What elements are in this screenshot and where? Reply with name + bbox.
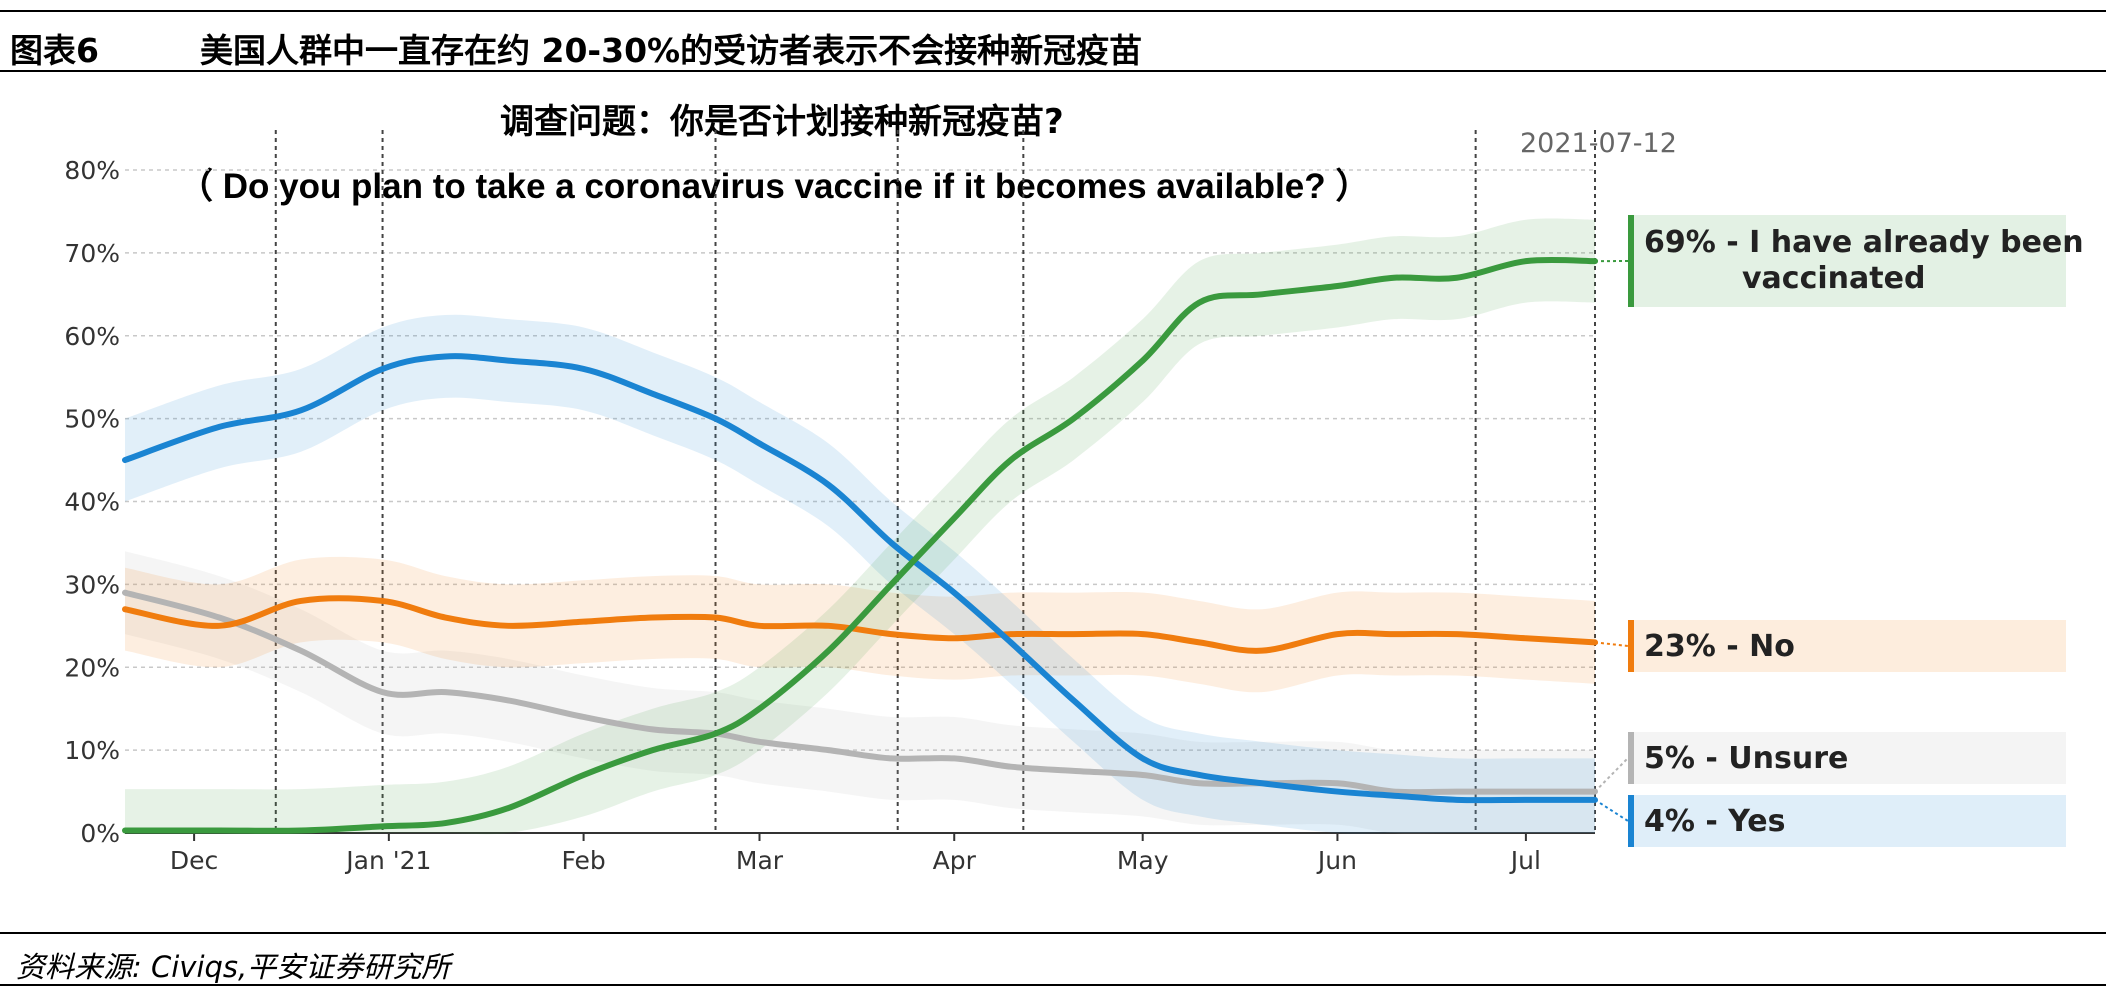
y-tick-label: 40%	[64, 488, 120, 517]
y-tick-label: 80%	[64, 156, 120, 185]
legend-label-vaccinated-line2: vaccinated	[1742, 261, 1925, 296]
latest-date-label: 2021-07-12	[1520, 128, 1677, 159]
y-tick-label: 50%	[64, 405, 120, 434]
vertical-markers	[274, 130, 1596, 833]
series-line-yes	[122, 353, 1598, 804]
legend-bar-no	[1628, 620, 1634, 672]
legend-connector	[1594, 757, 1629, 793]
band-yes	[125, 314, 1595, 834]
confidence-bands	[125, 218, 1595, 835]
legend-box-yes	[1628, 795, 2066, 847]
legend-bar-yes	[1628, 795, 1634, 847]
band-no	[125, 556, 1595, 693]
x-tick-label: Jul	[1509, 846, 1541, 875]
y-tick-label: 10%	[64, 736, 120, 765]
y-tick-label: 20%	[64, 653, 120, 682]
band-unsure	[125, 551, 1595, 834]
figure-header: 图表6 美国人群中一直存在约 20-30%的受访者表示不会接种新冠疫苗	[0, 10, 2106, 72]
legend-box-no	[1628, 620, 2066, 672]
grid-lines	[125, 169, 1595, 834]
figure-label: 图表6	[10, 31, 99, 70]
y-tick-label: 30%	[64, 570, 120, 599]
x-tick-label: Jun	[1316, 846, 1357, 875]
x-axis-ticks: Dec Jan '21 Feb Mar Apr May Jun Jul	[170, 833, 1541, 875]
series-lines	[122, 256, 1598, 834]
y-tick-label: 0%	[80, 819, 120, 848]
series-line-no	[122, 595, 1598, 654]
x-tick-label: Mar	[736, 846, 784, 875]
legend-bar-vaccinated	[1628, 215, 1634, 307]
legend-label-unsure: 5% - Unsure	[1644, 741, 1848, 776]
legend-box-vaccinated	[1628, 215, 2066, 307]
legend-box-unsure	[1628, 732, 2066, 784]
line-chart: 0% 10% 20% 30% 40% 50% 60% 70% 80% Dec Jan '21 Feb…	[64, 130, 2084, 875]
series-line-unsure	[122, 589, 1598, 796]
y-axis-ticks: 0% 10% 20% 30% 40% 50% 60% 70% 80%	[64, 156, 120, 848]
legend-label-no: 23% - No	[1644, 629, 1795, 664]
source-note: 资料来源: Civiqs,平安证券研究所	[0, 932, 2106, 986]
y-tick-label: 60%	[64, 322, 120, 351]
x-tick-label: Dec	[170, 846, 218, 875]
survey-question-en: （ Do you plan to take a coronavirus vacc…	[178, 167, 1371, 206]
survey-question-zh: 调查问题：你是否计划接种新冠疫苗?	[500, 102, 1064, 142]
x-tick-label: Jan '21	[344, 846, 431, 875]
x-tick-label: Apr	[933, 846, 977, 875]
x-tick-label: Feb	[561, 846, 605, 875]
x-tick-label: May	[1117, 846, 1169, 875]
legend-label-vaccinated: 69% - I have already been	[1644, 225, 2084, 260]
series-legend: 4% - Yes 23% - No 5% - Unsure 69% - I have …	[1594, 215, 2084, 847]
series-line-vaccinated	[122, 256, 1598, 834]
legend-connector	[1594, 799, 1629, 822]
legend-bar-unsure	[1628, 732, 1634, 784]
y-tick-label: 70%	[64, 239, 120, 268]
source-text: 资料来源: Civiqs,平安证券研究所	[16, 950, 451, 984]
legend-label-yes: 4% - Yes	[1644, 804, 1785, 839]
figure-title: 美国人群中一直存在约 20-30%的受访者表示不会接种新冠疫苗	[200, 31, 1143, 70]
legend-connector	[1594, 641, 1629, 647]
